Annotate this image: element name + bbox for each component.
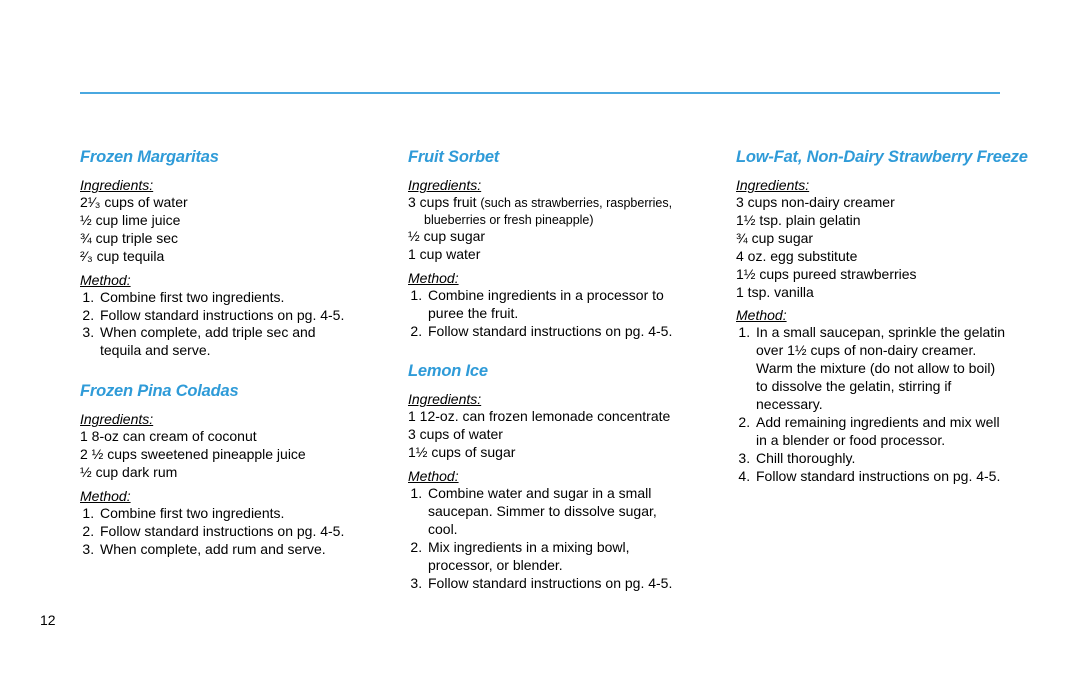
ingredient: 1 cup water (408, 246, 708, 264)
step: Combine first two ingredients. (98, 505, 380, 523)
method-heading: Method: (80, 488, 380, 504)
method-list: Combine water and sugar in a small saucep… (408, 485, 708, 592)
ingredient: 3 cups of water (408, 426, 708, 444)
step-text: When complete, add triple sec and (100, 324, 316, 340)
recipe-frozen-pina-coladas: Frozen Pina Coladas Ingredients: 1 8-oz … (80, 382, 380, 558)
step-cont: Warm the mixture (do not allow to boil) (756, 360, 995, 376)
ingredients-heading: Ingredients: (408, 177, 708, 193)
ingredient: 1½ cups of sugar (408, 444, 708, 462)
method-heading: Method: (408, 468, 708, 484)
page-number: 12 (40, 612, 56, 628)
recipe-title: Low-Fat, Non-Dairy Strawberry Freeze (736, 148, 1056, 167)
recipe-strawberry-freeze: Low-Fat, Non-Dairy Strawberry Freeze Ing… (736, 148, 1056, 486)
step-cont: cool. (428, 521, 458, 537)
step-text: Add remaining ingredients and mix well (756, 414, 1000, 430)
step-cont: to dissolve the gelatin, stirring if (756, 378, 951, 394)
column-3: Low-Fat, Non-Dairy Strawberry Freeze Ing… (736, 148, 1056, 615)
ingredient-note: blueberries or fresh pineapple) (408, 212, 708, 228)
step-text: In a small saucepan, sprinkle the gelati… (756, 324, 1005, 340)
ingredients-list: 3 cups non-dairy creamer 1½ tsp. plain g… (736, 194, 1056, 301)
recipe-title: Frozen Margaritas (80, 148, 380, 167)
step-cont: over 1½ cups of non-dairy creamer. (756, 342, 976, 358)
ingredient: 2¹∕₃ cups of water (80, 194, 380, 212)
step-cont: tequila and serve. (100, 342, 211, 358)
step-cont: necessary. (756, 396, 823, 412)
recipe-title: Fruit Sorbet (408, 148, 708, 167)
ingredients-list: 1 12-oz. can frozen lemonade concentrate… (408, 408, 708, 462)
step: Follow standard instructions on pg. 4-5. (426, 575, 708, 593)
method-list: In a small saucepan, sprinkle the gelati… (736, 324, 1056, 485)
ingredient: ²∕₃ cup tequila (80, 248, 380, 266)
ingredients-heading: Ingredients: (80, 177, 380, 193)
ingredients-heading: Ingredients: (408, 391, 708, 407)
step: Add remaining ingredients and mix well in… (754, 414, 1056, 450)
step-text: Combine ingredients in a processor to (428, 287, 664, 303)
step: Combine water and sugar in a small saucep… (426, 485, 708, 539)
method-list: Combine first two ingredients. Follow st… (80, 505, 380, 559)
ingredient-text: 3 cups fruit (408, 194, 476, 210)
ingredient: ¾ cup sugar (736, 230, 1056, 248)
ingredient: ½ cup dark rum (80, 464, 380, 482)
step-cont: saucepan. Simmer to dissolve sugar, (428, 503, 657, 519)
ingredients-list: 3 cups fruit (such as strawberries, rasp… (408, 194, 708, 264)
step: When complete, add triple sec and tequila… (98, 324, 380, 360)
step: In a small saucepan, sprinkle the gelati… (754, 324, 1056, 414)
ingredients-list: 1 8-oz can cream of coconut 2 ½ cups swe… (80, 428, 380, 482)
step-text: Mix ingredients in a mixing bowl, (428, 539, 630, 555)
step-cont: processor, or blender. (428, 557, 563, 573)
step: Follow standard instructions on pg. 4-5. (754, 468, 1056, 486)
method-list: Combine first two ingredients. Follow st… (80, 289, 380, 361)
step-text: Combine water and sugar in a small (428, 485, 651, 501)
ingredients-heading: Ingredients: (80, 411, 380, 427)
ingredient: 1½ cups pureed strawberries (736, 266, 1056, 284)
ingredient: 3 cups non-dairy creamer (736, 194, 1056, 212)
ingredient-note-inline: (such as strawberries, raspberries, (480, 196, 672, 210)
ingredient: 1 tsp. vanilla (736, 284, 1056, 302)
ingredient: 1½ tsp. plain gelatin (736, 212, 1056, 230)
step: When complete, add rum and serve. (98, 541, 380, 559)
method-heading: Method: (736, 307, 1056, 323)
step: Combine first two ingredients. (98, 289, 380, 307)
recipe-fruit-sorbet: Fruit Sorbet Ingredients: 3 cups fruit (… (408, 148, 708, 340)
method-list: Combine ingredients in a processor to pur… (408, 287, 708, 341)
method-heading: Method: (408, 270, 708, 286)
step-cont: puree the fruit. (428, 305, 518, 321)
ingredient: ½ cup lime juice (80, 212, 380, 230)
method-heading: Method: (80, 272, 380, 288)
step-cont: in a blender or food processor. (756, 432, 945, 448)
column-1: Frozen Margaritas Ingredients: 2¹∕₃ cups… (80, 148, 380, 615)
step: Follow standard instructions on pg. 4-5. (98, 307, 380, 325)
ingredient: ½ cup sugar (408, 228, 708, 246)
step: Follow standard instructions on pg. 4-5. (98, 523, 380, 541)
ingredient: 1 8-oz can cream of coconut (80, 428, 380, 446)
recipe-title: Lemon Ice (408, 362, 708, 381)
step: Combine ingredients in a processor to pur… (426, 287, 708, 323)
recipe-lemon-ice: Lemon Ice Ingredients: 1 12-oz. can froz… (408, 362, 708, 592)
ingredient: 1 12-oz. can frozen lemonade concentrate (408, 408, 708, 426)
ingredient: 3 cups fruit (such as strawberries, rasp… (408, 194, 708, 228)
recipe-frozen-margaritas: Frozen Margaritas Ingredients: 2¹∕₃ cups… (80, 148, 380, 360)
recipe-page: Frozen Margaritas Ingredients: 2¹∕₃ cups… (80, 148, 1030, 615)
top-rule (80, 92, 1000, 94)
ingredient: 4 oz. egg substitute (736, 248, 1056, 266)
step: Chill thoroughly. (754, 450, 1056, 468)
step: Mix ingredients in a mixing bowl, process… (426, 539, 708, 575)
ingredients-list: 2¹∕₃ cups of water ½ cup lime juice ¾ cu… (80, 194, 380, 266)
ingredients-heading: Ingredients: (736, 177, 1056, 193)
ingredient: ¾ cup triple sec (80, 230, 380, 248)
column-2: Fruit Sorbet Ingredients: 3 cups fruit (… (408, 148, 708, 615)
recipe-title: Frozen Pina Coladas (80, 382, 380, 401)
step: Follow standard instructions on pg. 4-5. (426, 323, 708, 341)
ingredient: 2 ½ cups sweetened pineapple juice (80, 446, 380, 464)
